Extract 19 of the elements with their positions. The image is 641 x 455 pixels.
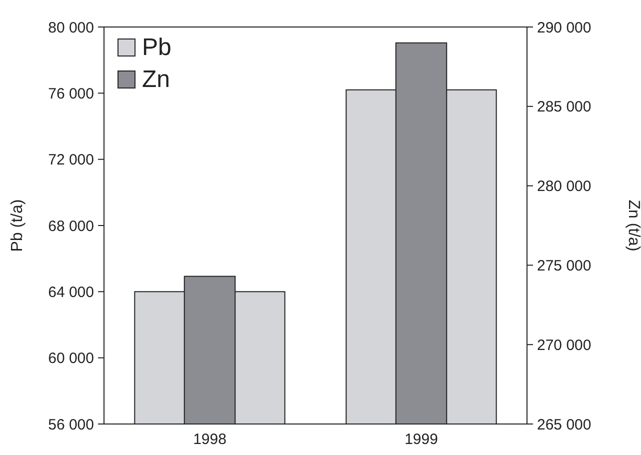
y-axis-title: Pb (t/a) bbox=[9, 199, 26, 252]
y2-axis-title: Zn (t/a) bbox=[625, 200, 641, 252]
y2-tick-label: 270 000 bbox=[537, 336, 592, 354]
y-tick-label: 72 000 bbox=[48, 152, 94, 169]
x-tick-label: 1999 bbox=[404, 431, 438, 448]
x-tick-label: 1998 bbox=[193, 431, 226, 448]
y2-tick-label: 285 000 bbox=[537, 98, 592, 116]
y-tick-label: 64 000 bbox=[48, 284, 94, 301]
y2-tick-label: 275 000 bbox=[537, 257, 592, 274]
y2-tick-label: 290 000 bbox=[537, 19, 592, 36]
y-tick-label: 80 000 bbox=[48, 19, 94, 36]
y-tick-label: 56 000 bbox=[48, 416, 94, 434]
legend-label: Pb bbox=[142, 34, 172, 61]
y-tick-label: 76 000 bbox=[48, 85, 94, 102]
y-tick-label: 68 000 bbox=[48, 218, 94, 235]
legend-label: Zn bbox=[142, 66, 170, 93]
y2-tick-label: 280 000 bbox=[537, 178, 592, 196]
y2-tick-label: 265 000 bbox=[537, 416, 592, 434]
y-tick-label: 60 000 bbox=[48, 350, 94, 368]
